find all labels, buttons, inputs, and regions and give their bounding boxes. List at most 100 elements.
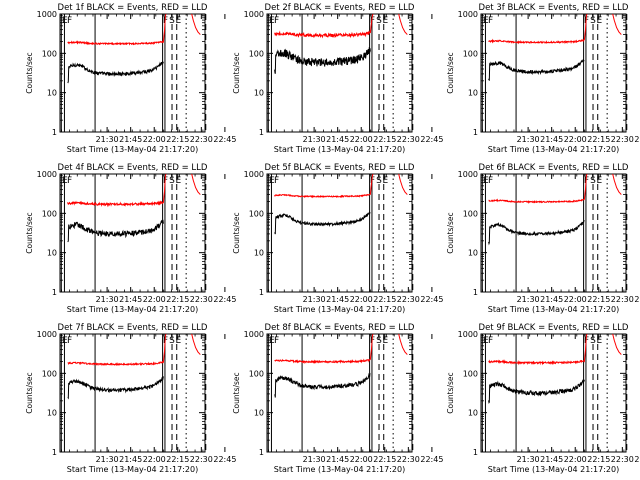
- x-tick-label: 22:30: [397, 295, 420, 304]
- plot-frame: [480, 13, 627, 133]
- series-black-events: [274, 372, 371, 398]
- x-tick-label: 22:45: [420, 455, 443, 464]
- x-tick-label: 21:30: [303, 455, 326, 464]
- x-tick-label: 22:00: [350, 135, 373, 144]
- y-tick-label: 10: [468, 409, 478, 418]
- marker-letter: F: [370, 176, 375, 186]
- y-tick-label: 100: [42, 209, 57, 218]
- marker-letter: E: [383, 336, 389, 346]
- y-tick-label: 1000: [458, 10, 478, 19]
- x-tick-label: 22:00: [143, 295, 166, 304]
- x-tick-label: 22:30: [190, 295, 213, 304]
- x-tick-label: 22:15: [373, 455, 396, 464]
- x-tick-label: 22:30: [190, 455, 213, 464]
- marker-letter: E: [269, 336, 275, 346]
- y-tick-label: 100: [249, 369, 264, 378]
- y-axis-label: Counts/sec: [446, 372, 455, 413]
- x-tick-label: 21:45: [119, 295, 142, 304]
- x-tick-label: 22:45: [213, 455, 236, 464]
- marker-letter: E: [597, 176, 603, 186]
- y-tick-label: 1: [52, 128, 57, 137]
- marker-letter: S: [590, 176, 596, 186]
- marker-letter: F: [370, 16, 375, 26]
- y-tick-label: 10: [468, 89, 478, 98]
- panel-det-7: Det 7f BLACK = Events, RED = LLD 1 10 100 10…: [25, 323, 236, 474]
- marker-letter: E: [483, 336, 489, 346]
- x-tick-label: 22:45: [213, 135, 236, 144]
- panel-title: Det 5f BLACK = Events, RED = LLD: [265, 163, 415, 173]
- series-black-events: [488, 59, 585, 81]
- marker-letter: F: [488, 176, 493, 186]
- y-tick-label: 10: [254, 249, 264, 258]
- y-tick-label: 1000: [458, 330, 478, 339]
- y-axis-label: Counts/sec: [232, 372, 241, 413]
- y-tick-label: 1000: [244, 10, 264, 19]
- marker-letter: E: [62, 176, 68, 186]
- y-tick-label: 1000: [458, 170, 478, 179]
- y-tick-label: 100: [249, 49, 264, 58]
- x-tick-label: 22:45: [634, 295, 640, 304]
- marker-letter: F: [274, 16, 279, 26]
- y-tick-label: 1000: [37, 10, 57, 19]
- x-tick-label: 21:45: [326, 455, 349, 464]
- y-tick-label: 1: [473, 288, 478, 297]
- marker-letter: E: [62, 336, 68, 346]
- marker-letter: E: [383, 176, 389, 186]
- x-tick-label: 22:00: [143, 455, 166, 464]
- x-tick-label: 22:30: [397, 135, 420, 144]
- x-tick-label: 21:45: [540, 135, 563, 144]
- x-tick-label: 21:45: [119, 135, 142, 144]
- panel-det-2: Det 2f BLACK = Events, RED = LLD 1 10 100 10…: [232, 3, 443, 154]
- series-red-lld-tail: [191, 13, 201, 35]
- marker-letter: F: [488, 336, 493, 346]
- y-tick-label: 1: [52, 448, 57, 457]
- x-tick-label: 22:15: [587, 135, 610, 144]
- plot-frame: [59, 333, 206, 453]
- panel-det-6: Det 6f BLACK = Events, RED = LLD 1 10 100 10…: [446, 163, 640, 314]
- x-tick-label: 22:15: [373, 135, 396, 144]
- marker-letter: E: [269, 176, 275, 186]
- series-red-lld: [488, 13, 588, 45]
- x-tick-label: 22:00: [143, 135, 166, 144]
- y-tick-label: 10: [47, 409, 57, 418]
- x-tick-label: 22:45: [213, 295, 236, 304]
- y-tick-label: 1: [259, 128, 264, 137]
- panel-title: Det 3f BLACK = Events, RED = LLD: [479, 3, 629, 13]
- y-tick-label: 100: [463, 369, 478, 378]
- y-tick-label: 1000: [244, 330, 264, 339]
- panel-title: Det 1f BLACK = Events, RED = LLD: [58, 3, 208, 13]
- plot-frame: [266, 13, 413, 133]
- panel-title: Det 6f BLACK = Events, RED = LLD: [479, 163, 629, 173]
- y-tick-label: 1: [259, 448, 264, 457]
- x-tick-label: 21:30: [517, 455, 540, 464]
- y-tick-label: 10: [47, 249, 57, 258]
- y-tick-label: 10: [468, 249, 478, 258]
- y-axis-label: Counts/sec: [25, 372, 34, 413]
- panel-det-5: Det 5f BLACK = Events, RED = LLD 1 10 100 10…: [232, 163, 443, 314]
- x-axis-label: Start Time (13-May-04 21:17:20): [67, 305, 198, 314]
- x-axis-label: Start Time (13-May-04 21:17:20): [488, 305, 619, 314]
- y-tick-label: 10: [47, 89, 57, 98]
- x-tick-label: 22:15: [166, 135, 189, 144]
- y-tick-label: 100: [249, 209, 264, 218]
- marker-letter: E: [269, 16, 275, 26]
- x-tick-label: 22:30: [190, 135, 213, 144]
- y-axis-label: Counts/sec: [25, 212, 34, 253]
- x-tick-label: 22:15: [373, 295, 396, 304]
- series-red-lld-tail: [191, 333, 201, 355]
- x-tick-label: 22:00: [564, 455, 587, 464]
- y-tick-label: 100: [463, 209, 478, 218]
- y-axis-label: Counts/sec: [25, 52, 34, 93]
- x-tick-label: 21:30: [517, 135, 540, 144]
- series-black-events: [488, 220, 585, 246]
- marker-letter: E: [383, 16, 389, 26]
- series-red-lld: [274, 173, 374, 199]
- y-tick-label: 1000: [37, 330, 57, 339]
- x-tick-label: 22:15: [166, 455, 189, 464]
- x-tick-label: 21:45: [326, 135, 349, 144]
- y-tick-label: 10: [254, 409, 264, 418]
- y-tick-label: 10: [254, 89, 264, 98]
- marker-letter: S: [590, 16, 596, 26]
- panel-det-9: Det 9f BLACK = Events, RED = LLD 1 10 100 10…: [446, 323, 640, 474]
